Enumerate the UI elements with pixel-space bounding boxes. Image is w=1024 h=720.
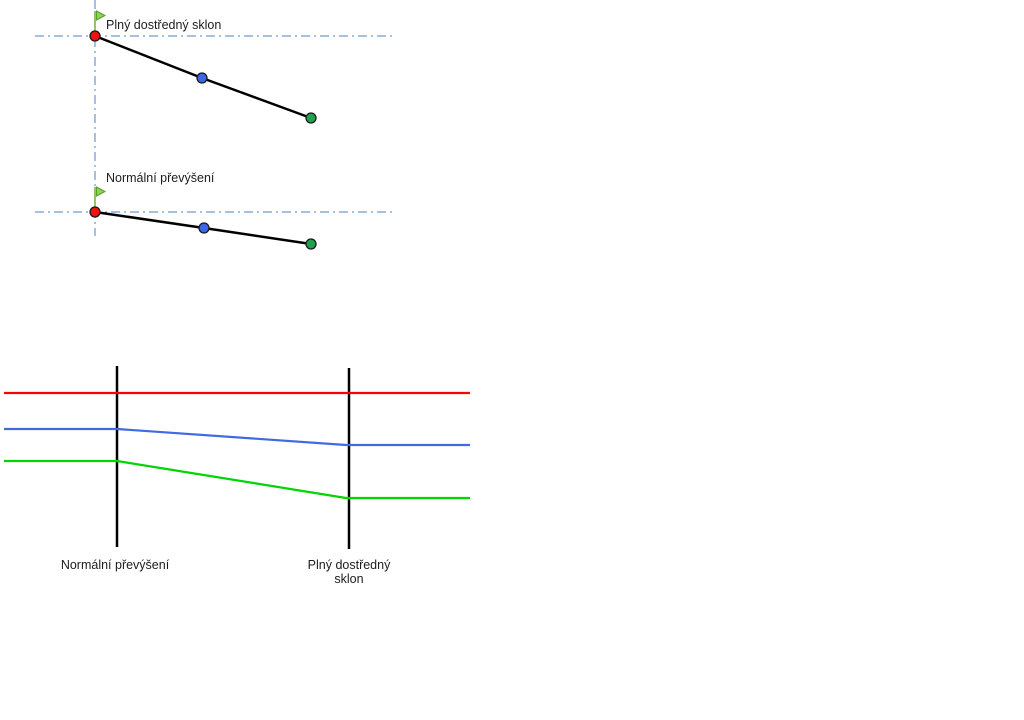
mid-point-blue[interactable] [198, 222, 210, 234]
marker-label-normal-superelevation: Normální převýšení [60, 558, 170, 572]
mid-point-blue[interactable] [196, 72, 208, 84]
flag-icon-2 [96, 186, 107, 197]
start-point-red[interactable] [89, 30, 101, 42]
start-point-red[interactable] [89, 206, 101, 218]
profile-line-blue [4, 427, 470, 447]
label-normal-superelevation: Normální převýšení [106, 171, 215, 185]
marker-label-line-2: sklon [334, 572, 364, 586]
marker-label-line-1: Plný dostředný [307, 558, 391, 572]
end-point-green[interactable] [305, 238, 317, 250]
end-point-green[interactable] [305, 112, 317, 124]
flag-icon-1 [96, 10, 107, 21]
label-full-centripetal-slope: Plný dostředný sklon [106, 18, 222, 32]
profile-line-green [4, 459, 470, 500]
marker-label-full-centripetal-slope: Plný dostředný sklon [308, 558, 391, 586]
